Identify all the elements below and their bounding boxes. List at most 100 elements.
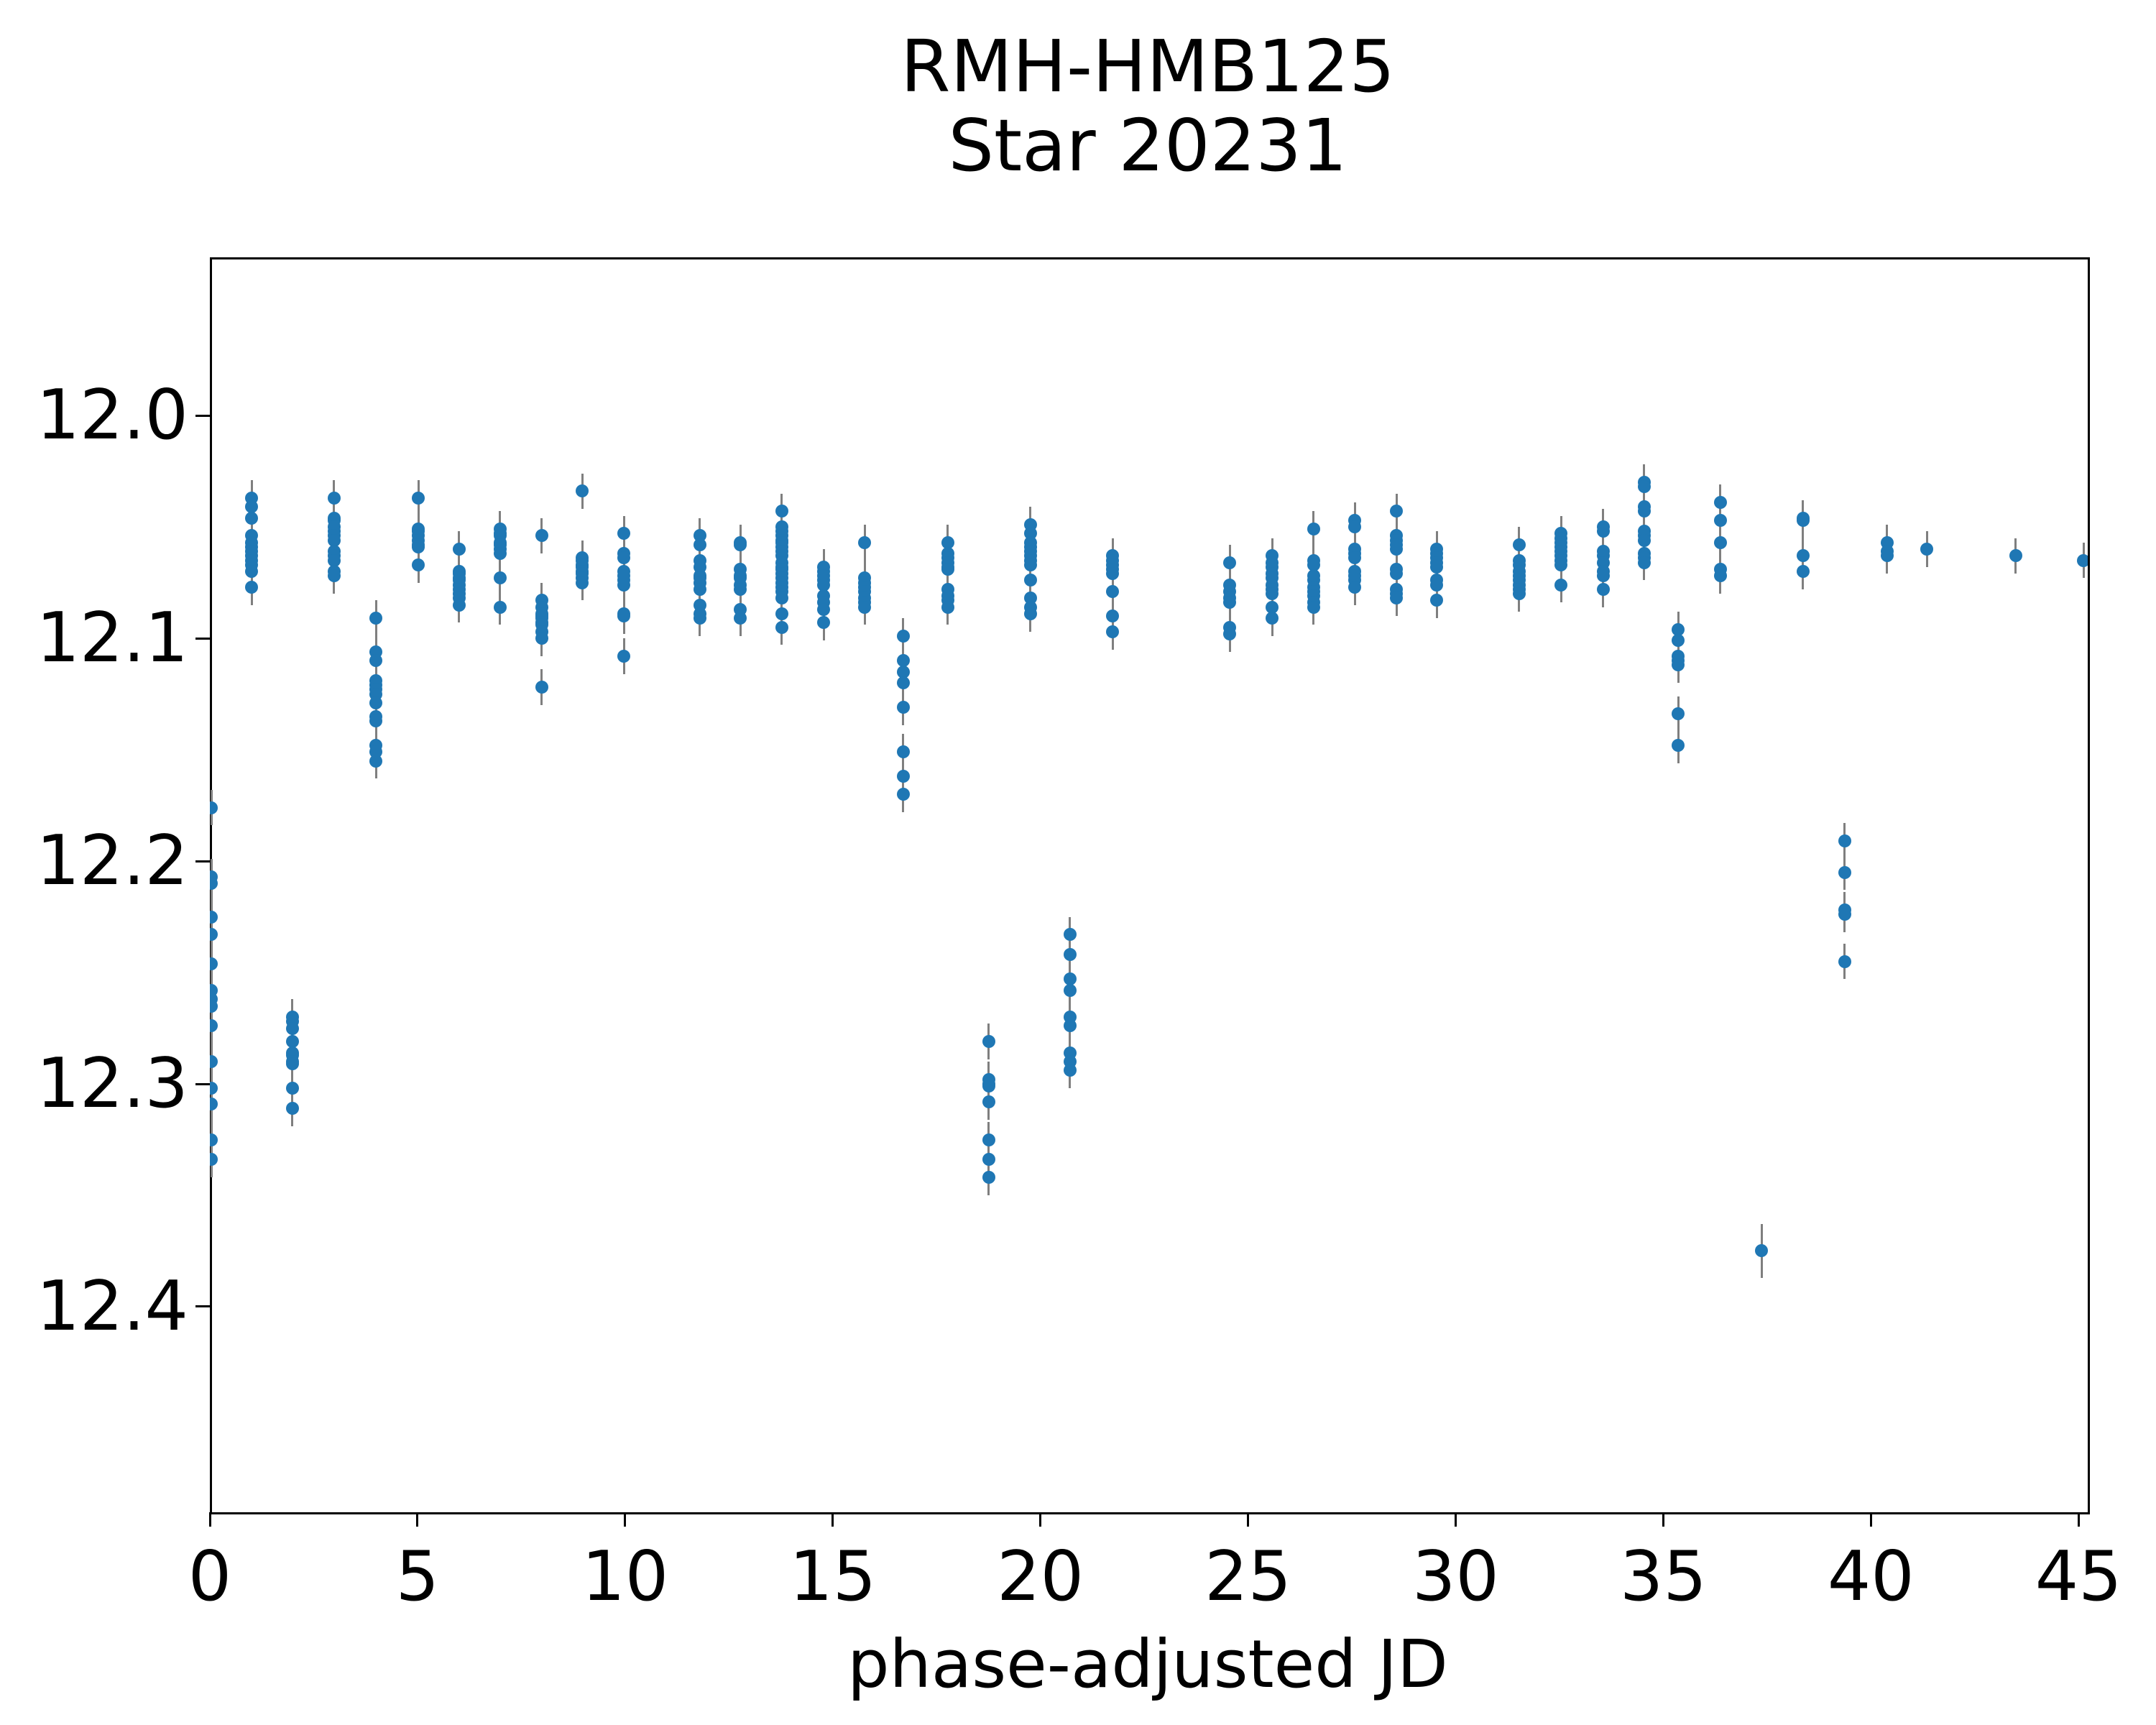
x-tick-label: 15 bbox=[789, 1537, 877, 1616]
data-point bbox=[245, 500, 259, 514]
data-point bbox=[369, 754, 383, 768]
data-point bbox=[1223, 556, 1237, 569]
data-point bbox=[1796, 513, 1810, 527]
data-point bbox=[775, 505, 788, 518]
x-axis-label: phase-adjusted JD bbox=[847, 1626, 1448, 1703]
data-point bbox=[245, 511, 259, 525]
data-point bbox=[693, 612, 706, 625]
scatter-points-layer bbox=[210, 257, 2088, 1512]
data-point bbox=[452, 598, 466, 612]
data-point bbox=[210, 928, 218, 942]
data-point bbox=[452, 543, 466, 556]
data-point bbox=[285, 1035, 299, 1049]
data-point bbox=[693, 582, 706, 596]
data-point bbox=[775, 607, 788, 620]
data-point bbox=[285, 1021, 299, 1035]
data-point bbox=[1920, 543, 1934, 556]
data-point bbox=[941, 600, 954, 614]
data-point bbox=[1430, 560, 1444, 574]
x-tick-mark bbox=[831, 1512, 834, 1527]
data-point bbox=[1023, 558, 1037, 571]
data-point bbox=[1063, 1064, 1077, 1077]
data-point bbox=[412, 558, 425, 571]
data-point bbox=[734, 612, 747, 625]
data-point bbox=[245, 565, 259, 579]
y-tick-label: 12.3 bbox=[36, 1044, 188, 1123]
x-tick-mark bbox=[1662, 1512, 1664, 1527]
data-point bbox=[817, 578, 830, 592]
data-point bbox=[1713, 513, 1727, 527]
data-point bbox=[210, 999, 218, 1013]
data-point bbox=[1512, 538, 1526, 551]
data-point bbox=[941, 535, 954, 549]
x-tick-label: 25 bbox=[1204, 1537, 1291, 1616]
data-point bbox=[1390, 592, 1404, 605]
x-tick-mark bbox=[1039, 1512, 1042, 1527]
data-point bbox=[1838, 908, 1851, 921]
data-point bbox=[285, 1082, 299, 1095]
data-point bbox=[982, 1080, 995, 1093]
data-point bbox=[1713, 495, 1727, 509]
data-point bbox=[1223, 627, 1237, 640]
data-point bbox=[1838, 865, 1851, 879]
data-point bbox=[1512, 587, 1526, 601]
chart-title-line1: RMH-HMB125 bbox=[900, 24, 1395, 109]
data-point bbox=[1430, 594, 1444, 607]
data-point bbox=[210, 1019, 218, 1033]
data-point bbox=[617, 610, 631, 623]
data-point bbox=[896, 770, 910, 783]
x-tick-mark bbox=[416, 1512, 419, 1527]
data-point bbox=[1266, 600, 1279, 614]
data-point bbox=[1596, 582, 1610, 596]
data-point bbox=[1880, 549, 1894, 563]
data-point bbox=[617, 578, 631, 592]
x-tick-mark bbox=[208, 1512, 211, 1527]
data-point bbox=[369, 714, 383, 727]
x-tick-mark bbox=[1454, 1512, 1457, 1527]
data-point bbox=[1063, 928, 1077, 942]
x-tick-label: 30 bbox=[1411, 1537, 1499, 1616]
data-point bbox=[1672, 658, 1685, 672]
data-point bbox=[327, 553, 341, 567]
x-tick-label: 5 bbox=[395, 1537, 440, 1616]
data-point bbox=[369, 612, 383, 625]
data-point bbox=[210, 910, 218, 924]
data-point bbox=[1672, 707, 1685, 721]
data-point bbox=[210, 957, 218, 970]
data-point bbox=[1266, 587, 1279, 601]
data-point bbox=[1063, 948, 1077, 962]
data-point bbox=[1637, 556, 1651, 569]
data-point bbox=[327, 491, 341, 505]
data-point bbox=[1023, 607, 1037, 620]
data-point bbox=[576, 484, 589, 498]
data-point bbox=[1106, 610, 1120, 623]
data-point bbox=[617, 551, 631, 565]
x-tick-label: 45 bbox=[2035, 1537, 2122, 1616]
data-point bbox=[2077, 553, 2088, 567]
data-point bbox=[1390, 505, 1404, 518]
y-tick-mark bbox=[195, 1082, 210, 1085]
data-point bbox=[210, 993, 218, 1006]
data-point bbox=[1554, 578, 1568, 592]
data-point bbox=[1838, 834, 1851, 848]
x-tick-label: 20 bbox=[997, 1537, 1084, 1616]
data-point bbox=[1106, 625, 1120, 638]
data-point bbox=[576, 576, 589, 589]
data-point bbox=[896, 701, 910, 714]
data-point bbox=[1672, 738, 1685, 752]
data-point bbox=[982, 1095, 995, 1108]
data-point bbox=[858, 535, 872, 549]
data-point bbox=[210, 1055, 218, 1069]
data-point bbox=[982, 1153, 995, 1167]
data-point bbox=[493, 547, 507, 561]
x-tick-label: 35 bbox=[1619, 1537, 1707, 1616]
data-point bbox=[775, 592, 788, 605]
data-point bbox=[1266, 612, 1279, 625]
data-point bbox=[1390, 567, 1404, 581]
data-point bbox=[1713, 535, 1727, 549]
x-tick-mark bbox=[1869, 1512, 1872, 1527]
data-point bbox=[412, 540, 425, 553]
data-point bbox=[1223, 596, 1237, 610]
data-point bbox=[285, 1102, 299, 1116]
